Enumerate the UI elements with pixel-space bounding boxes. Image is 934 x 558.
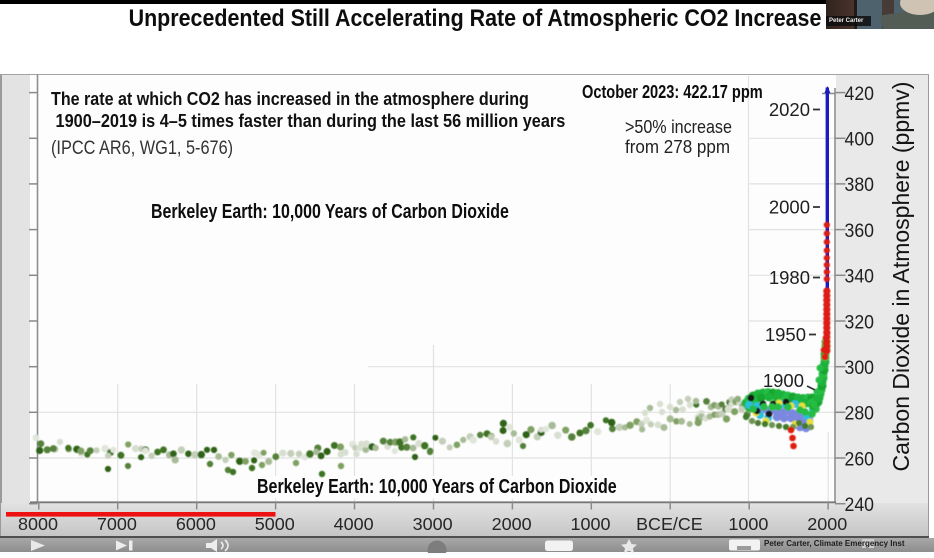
svg-text:2020: 2020 [769, 99, 810, 120]
svg-text:2000: 2000 [492, 514, 532, 534]
svg-text:BCE/CE: BCE/CE [636, 514, 703, 534]
svg-text:420: 420 [845, 84, 875, 105]
svg-text:8000: 8000 [18, 514, 58, 534]
svg-text:Carbon Dioxide in Atmosphere (: Carbon Dioxide in Atmosphere (ppmv) [888, 82, 914, 472]
svg-text:4000: 4000 [334, 514, 374, 534]
svg-text:2000: 2000 [807, 514, 847, 534]
svg-text:260: 260 [845, 449, 875, 470]
svg-text:300: 300 [845, 358, 875, 379]
svg-text:380: 380 [845, 175, 875, 196]
svg-text:3000: 3000 [413, 514, 453, 534]
svg-text:340: 340 [845, 267, 875, 288]
svg-text:280: 280 [845, 404, 875, 425]
svg-text:7000: 7000 [97, 514, 137, 534]
svg-text:1980: 1980 [769, 267, 810, 288]
svg-text:2000: 2000 [769, 197, 810, 218]
svg-text:1900: 1900 [763, 370, 804, 391]
svg-text:1950: 1950 [765, 324, 806, 345]
svg-text:400: 400 [845, 130, 875, 151]
svg-text:320: 320 [845, 312, 875, 333]
svg-text:240: 240 [845, 495, 875, 516]
svg-text:1000: 1000 [571, 514, 611, 534]
svg-text:1000: 1000 [728, 514, 768, 534]
svg-text:6000: 6000 [176, 514, 216, 534]
svg-text:5000: 5000 [255, 514, 295, 534]
svg-text:360: 360 [845, 221, 875, 242]
